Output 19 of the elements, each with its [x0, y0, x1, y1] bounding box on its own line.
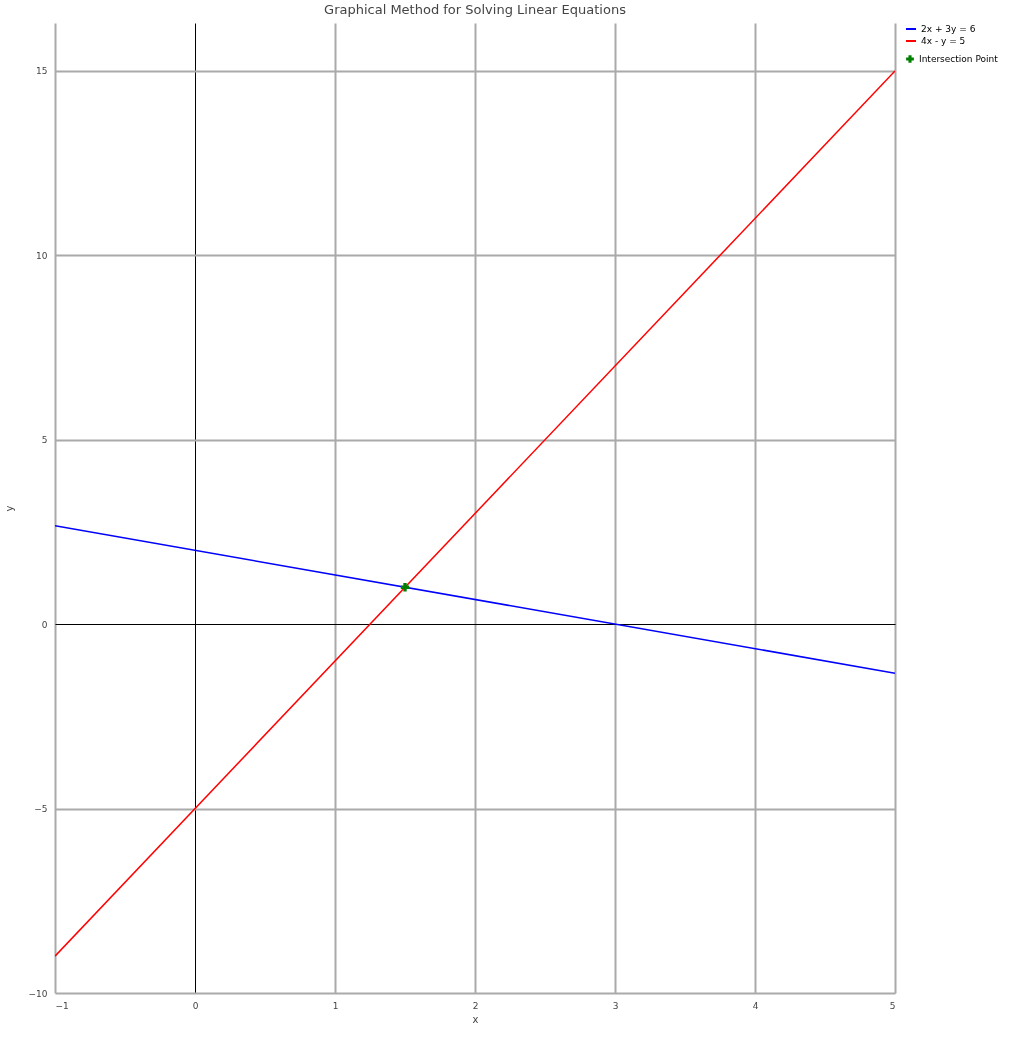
- chart-title: Graphical Method for Solving Linear Equations: [324, 2, 627, 17]
- x-tick-label: 0: [192, 1000, 199, 1011]
- x-tick-label: −1: [55, 1000, 69, 1011]
- y-tick-label: 15: [36, 66, 48, 77]
- x-axis-title: x: [472, 1013, 479, 1025]
- x-tick-label: 1: [332, 1000, 339, 1011]
- y-tick-label: −5: [34, 804, 48, 815]
- y-tick-label: 0: [41, 619, 48, 630]
- y-tick-label: −10: [28, 988, 48, 999]
- legend-label: Intersection Point: [919, 54, 999, 64]
- y-axis-title: y: [3, 505, 15, 512]
- y-tick-label: 10: [36, 250, 48, 261]
- x-tick-label: 2: [472, 1000, 479, 1011]
- legend-label: 2x + 3y = 6: [921, 24, 976, 34]
- y-tick-label: 5: [41, 435, 48, 446]
- x-tick-label: 5: [889, 1000, 896, 1011]
- legend-label: 4x - y = 5: [921, 36, 966, 46]
- x-tick-label: 4: [752, 1000, 759, 1011]
- x-tick-label: 3: [612, 1000, 619, 1011]
